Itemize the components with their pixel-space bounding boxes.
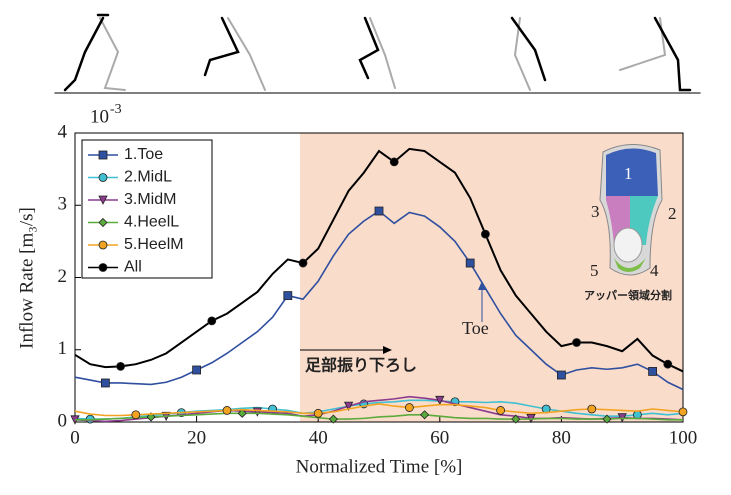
y-multiplier: 10 bbox=[90, 106, 109, 127]
y-tick-label: 0 bbox=[58, 410, 68, 431]
marker bbox=[588, 405, 596, 413]
marker bbox=[679, 408, 687, 416]
inset-label: 4 bbox=[650, 261, 659, 280]
x-tick-label: 100 bbox=[669, 427, 698, 448]
legend-label: All bbox=[124, 259, 142, 276]
marker bbox=[117, 362, 125, 370]
x-tick-label: 40 bbox=[309, 427, 328, 448]
marker bbox=[405, 404, 413, 412]
marker bbox=[299, 259, 307, 267]
marker bbox=[99, 241, 107, 249]
annotation: 足部振り下ろし bbox=[305, 356, 417, 375]
y-exponent: -3 bbox=[110, 102, 122, 117]
legend-label: 1.Toe bbox=[124, 146, 163, 163]
marker bbox=[99, 264, 107, 272]
legend: 1.Toe 2.MidL 3.MidM 4.HeelL 5.HeelM All bbox=[82, 140, 212, 278]
x-axis-label: Normalized Time [%] bbox=[296, 456, 463, 477]
x-tick-label: 60 bbox=[430, 427, 449, 448]
marker bbox=[481, 230, 489, 238]
marker bbox=[223, 406, 231, 414]
inset-label: 3 bbox=[591, 202, 600, 221]
marker bbox=[664, 360, 672, 368]
legend-label: 3.MidM bbox=[124, 191, 176, 208]
inset-label: 5 bbox=[590, 261, 599, 280]
x-tick-label: 0 bbox=[70, 427, 80, 448]
marker bbox=[99, 151, 107, 159]
y-tick-label: 2 bbox=[58, 266, 68, 287]
y-tick-label: 1 bbox=[58, 338, 68, 359]
inset-label: 2 bbox=[668, 204, 677, 223]
marker bbox=[497, 406, 505, 414]
x-tick-label: 20 bbox=[187, 427, 206, 448]
marker bbox=[99, 174, 107, 182]
marker bbox=[557, 371, 565, 379]
stick-figures bbox=[55, 15, 700, 93]
marker bbox=[284, 292, 292, 300]
marker bbox=[132, 411, 140, 419]
y-tick-label: 3 bbox=[58, 194, 68, 215]
marker bbox=[101, 379, 109, 387]
legend-label: 4.HeelL bbox=[124, 214, 179, 231]
marker bbox=[649, 367, 657, 375]
y-tick-label: 4 bbox=[58, 121, 68, 142]
marker bbox=[466, 259, 474, 267]
marker bbox=[193, 366, 201, 374]
marker bbox=[314, 409, 322, 417]
legend-label: 5.HeelM bbox=[124, 236, 184, 253]
marker bbox=[208, 317, 216, 325]
y-axis-label: Inflow Rate [m₃/s] bbox=[16, 207, 37, 349]
marker bbox=[390, 158, 398, 166]
marker bbox=[573, 339, 581, 347]
annotation: Toe bbox=[462, 318, 489, 338]
legend-label: 2.MidL bbox=[124, 169, 172, 186]
inset-label: 1 bbox=[624, 164, 633, 183]
marker bbox=[375, 207, 383, 215]
x-tick-label: 80 bbox=[552, 427, 571, 448]
chart: 10 -3 Normalized Time [%] Inflow Rate [m… bbox=[0, 0, 731, 495]
inset-caption: アッパー領域分割 bbox=[584, 288, 672, 302]
